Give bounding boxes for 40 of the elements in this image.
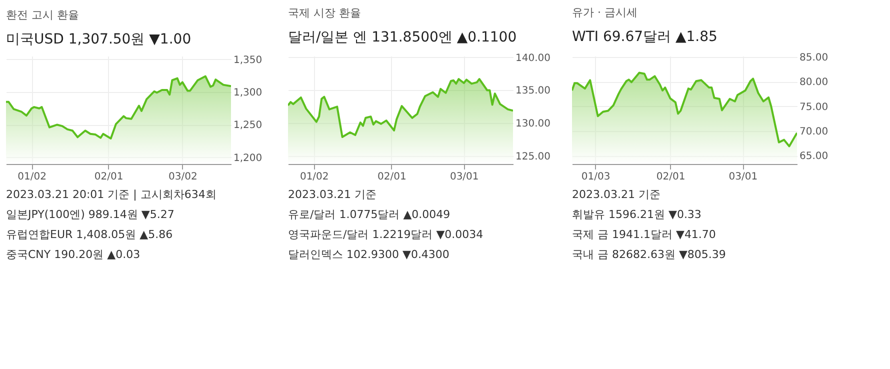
y-tick-label: 1,250 (234, 120, 262, 132)
y-tick-label: 1,350 (234, 54, 262, 66)
y-tick-label: 130.00 (516, 118, 550, 130)
x-tick-label: 01/02 (18, 172, 46, 182)
y-tick-label: 1,300 (234, 88, 262, 98)
text: 휘발유 1596.21원 ▼0.33 (572, 208, 702, 221)
y-tick-label: 140.00 (516, 52, 550, 64)
text: 영국파운드/달러 1.2219달러 ▼0.0034 (288, 228, 484, 241)
y-tick-label: 135.00 (516, 86, 550, 97)
y-tick-label: 65.00 (800, 151, 828, 162)
text: 달러인덱스 102.9300 ▼0.4300 (288, 248, 450, 261)
x-tick-label: 03/01 (728, 172, 758, 182)
text: 국제 금 1941.1달러 ▼41.70 (572, 228, 716, 241)
text: 2023.03.21 기준 (288, 188, 376, 201)
y-tick-label: 125.00 (516, 152, 550, 163)
x-tick-label: 03/01 (450, 172, 479, 182)
chart-title: 유가 · 금시세 (572, 6, 638, 19)
y-tick-label: 75.00 (800, 102, 828, 113)
chart-subtitle: WTI 69.67달러 ▲1.85 (572, 28, 718, 45)
text: 2023.03.21 20:01 기준 | 고시회차634회 (6, 188, 216, 201)
chart-title: 국제 시장 환율 (288, 6, 361, 20)
y-tick-label: 85.00 (800, 52, 828, 64)
text: 국내 금 82682.63원 ▼805.39 (572, 248, 726, 261)
x-tick-label: 02/01 (656, 172, 686, 182)
chart-title: 환전 고시 환율 (6, 8, 79, 22)
text: 2023.03.21 기준 (572, 188, 660, 201)
text: 유로/달러 1.0775달러 ▲0.0049 (288, 208, 450, 221)
chart-subtitle: 달러/일본 엔 131.8500엔 ▲0.1100 (288, 29, 517, 46)
text: 유럽연합EUR 1,408.05원 ▲5.86 (6, 228, 173, 241)
text: 중국CNY 190.20원 ▲0.03 (6, 248, 140, 261)
y-tick-label: 80.00 (800, 77, 828, 88)
chart-subtitle: 미국USD 1,307.50원 ▼1.00 (6, 31, 192, 48)
x-tick-label: 02/01 (378, 172, 406, 182)
x-tick-label: 01/03 (581, 172, 610, 182)
y-tick-label: 70.00 (800, 126, 828, 138)
x-tick-label: 01/02 (300, 172, 329, 182)
text: 일본JPY(100엔) 989.14원 ▼5.27 (6, 208, 174, 221)
x-tick-label: 02/01 (94, 172, 124, 182)
y-tick-label: 1,200 (234, 152, 262, 164)
x-tick-label: 03/02 (168, 172, 198, 182)
